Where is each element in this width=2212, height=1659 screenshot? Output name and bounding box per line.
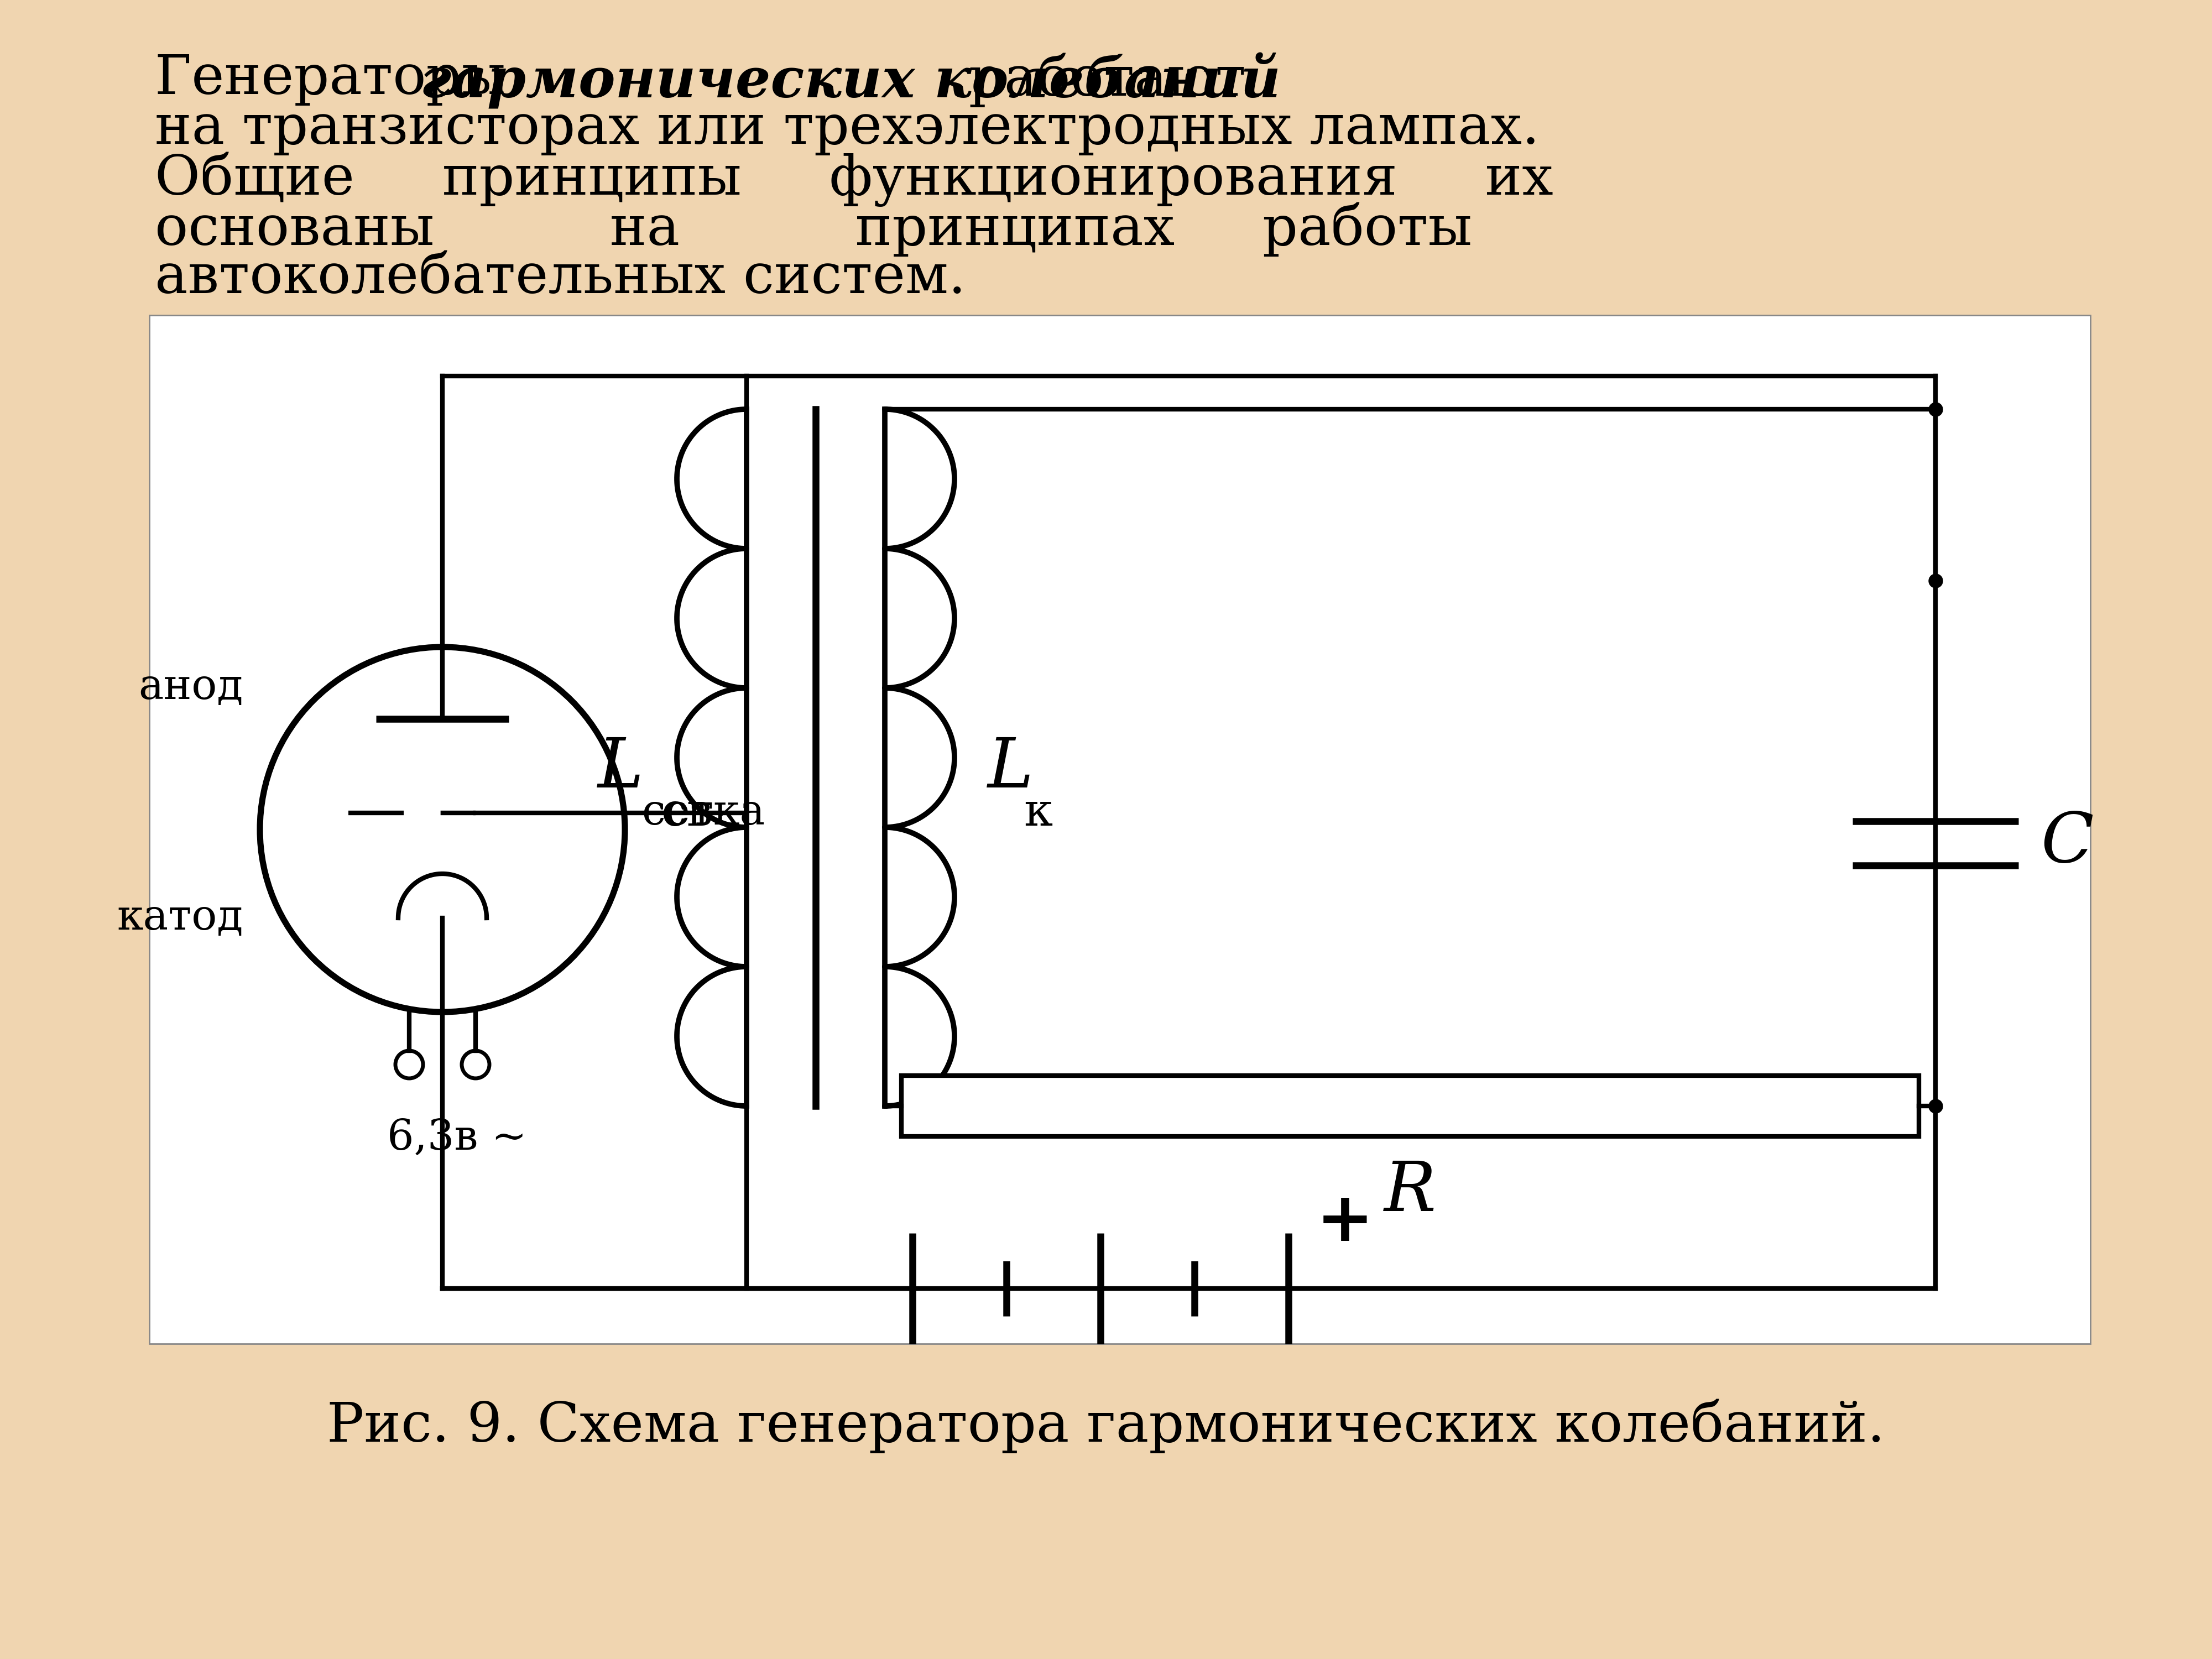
Text: R: R <box>1385 1158 1436 1226</box>
Text: L: L <box>597 735 644 803</box>
Bar <box>150 315 2090 1344</box>
Text: гармонических колебаний: гармонических колебаний <box>420 53 1281 109</box>
Text: L: L <box>987 735 1033 803</box>
Text: сетка: сетка <box>641 793 765 833</box>
Text: к: к <box>1024 791 1053 834</box>
Text: 6,3в ~: 6,3в ~ <box>387 1117 526 1158</box>
Text: анод: анод <box>139 667 243 708</box>
Text: автоколебательных систем.: автоколебательных систем. <box>155 252 967 305</box>
Text: основаны          на          принципах     работы: основаны на принципах работы <box>155 202 1473 257</box>
Text: C: C <box>2039 810 2093 878</box>
Text: св: св <box>661 791 712 834</box>
Text: Рис. 9. Схема генератора гармонических колебаний.: Рис. 9. Схема генератора гармонических к… <box>327 1399 1885 1453</box>
Text: катод: катод <box>117 898 243 939</box>
Text: Генераторы: Генераторы <box>155 53 522 106</box>
Text: на транзисторах или трехэлектродных лампах.: на транзисторах или трехэлектродных ламп… <box>155 103 1540 156</box>
Text: +: + <box>1316 1188 1374 1256</box>
Text: работают: работают <box>951 53 1245 106</box>
Text: Общие     принципы     функционирования     их: Общие принципы функционирования их <box>155 153 1553 207</box>
Bar <box>902 1075 1920 1136</box>
